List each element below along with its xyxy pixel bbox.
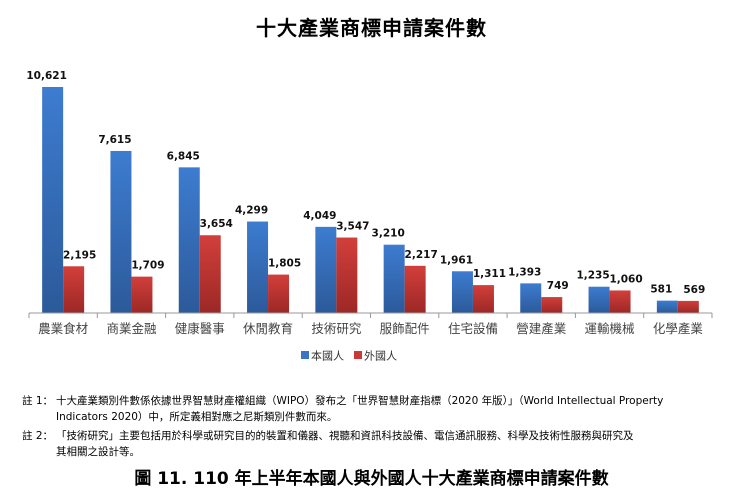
note-text: 十大產業類別件數係依據世界智慧財產權組織（WIPO）發布之「世界智慧財產指標（2… [56, 395, 664, 407]
x-tick-label: 住宅設備 [448, 321, 498, 336]
bar-domestic [315, 226, 337, 313]
x-tick-label: 服飾配件 [380, 321, 430, 336]
x-tick-label: 營建產業 [516, 321, 567, 336]
data-label: 1,709 [131, 260, 164, 272]
bar-domestic [520, 283, 542, 313]
data-label: 4,049 [303, 210, 336, 222]
data-label: 749 [547, 280, 569, 292]
data-label: 10,621 [26, 70, 67, 82]
bar-foreign [199, 235, 221, 313]
bar-domestic [451, 271, 473, 313]
legend-swatch-domestic [301, 351, 309, 359]
data-label: 2,217 [405, 249, 438, 261]
bar-foreign [336, 237, 358, 313]
x-tick-label: 運輸機械 [585, 321, 636, 336]
bar-domestic [247, 221, 269, 313]
bar-foreign [472, 285, 494, 313]
data-label: 7,615 [98, 134, 131, 146]
chart-title: 十大產業商標申請案件數 [256, 16, 487, 40]
bar-foreign [677, 300, 699, 313]
bar-domestic [110, 150, 132, 313]
bar-domestic [656, 300, 678, 313]
bar-domestic [178, 167, 200, 313]
data-label: 3,210 [372, 228, 405, 240]
legend-label-foreign: 外國人 [364, 350, 397, 363]
data-label: 1,060 [609, 273, 642, 285]
data-label: 6,845 [167, 150, 200, 162]
data-label: 581 [650, 284, 672, 296]
note-label: 註 1： [22, 395, 54, 407]
note-text: 「技術研究」主要包括用於科學或研究目的的裝置和儀器、視聽和資訊科技設備、電信通訊… [56, 430, 634, 442]
x-tick-label: 化學產業 [653, 321, 704, 336]
legend-swatch-foreign [354, 351, 362, 359]
data-label: 4,299 [235, 205, 268, 217]
legend: 本國人 外國人 [301, 349, 397, 363]
bar-foreign [63, 266, 85, 313]
bar-domestic [42, 87, 64, 313]
x-tick-label: 農業食材 [38, 321, 88, 336]
data-label: 2,195 [63, 249, 96, 261]
bar-domestic [383, 244, 405, 313]
note-label: 註 2： [22, 430, 54, 442]
data-label: 1,393 [508, 266, 541, 278]
data-label: 569 [683, 284, 705, 296]
bar-foreign [131, 276, 153, 313]
bar-foreign [541, 297, 563, 313]
x-tick-label: 技術研究 [311, 321, 362, 336]
bar-foreign [404, 265, 426, 313]
note-continuation: Indicators 2020）中，所定義相對應之尼斯類別件數而來。 [56, 411, 338, 423]
data-label: 1,805 [268, 258, 301, 270]
legend-label-domestic: 本國人 [311, 349, 344, 363]
bar-foreign [268, 274, 290, 313]
x-tick-label: 休閒教育 [243, 321, 293, 336]
bar-domestic [588, 286, 610, 313]
x-tick-label: 健康醫事 [175, 321, 225, 336]
data-label: 3,654 [200, 218, 233, 230]
x-tick-label: 商業金融 [106, 321, 157, 336]
data-label: 1,961 [440, 254, 473, 266]
note-2: 註 2： 「技術研究」主要包括用於科學或研究目的的裝置和儀器、視聽和資訊科技設備、… [22, 428, 737, 460]
data-label: 3,547 [336, 221, 369, 233]
note-1: 註 1： 十大產業類別件數係依據世界智慧財產權組織（WIPO）發布之「世界智慧財產… [22, 393, 737, 425]
bar-foreign [609, 290, 631, 313]
figure-caption: 圖 11. 110 年上半年本國人與外國人十大產業商標申請案件數 [134, 469, 609, 489]
data-label: 1,235 [576, 270, 609, 282]
data-label: 1,311 [473, 268, 506, 280]
note-continuation: 其相關之設計等。 [56, 446, 140, 458]
